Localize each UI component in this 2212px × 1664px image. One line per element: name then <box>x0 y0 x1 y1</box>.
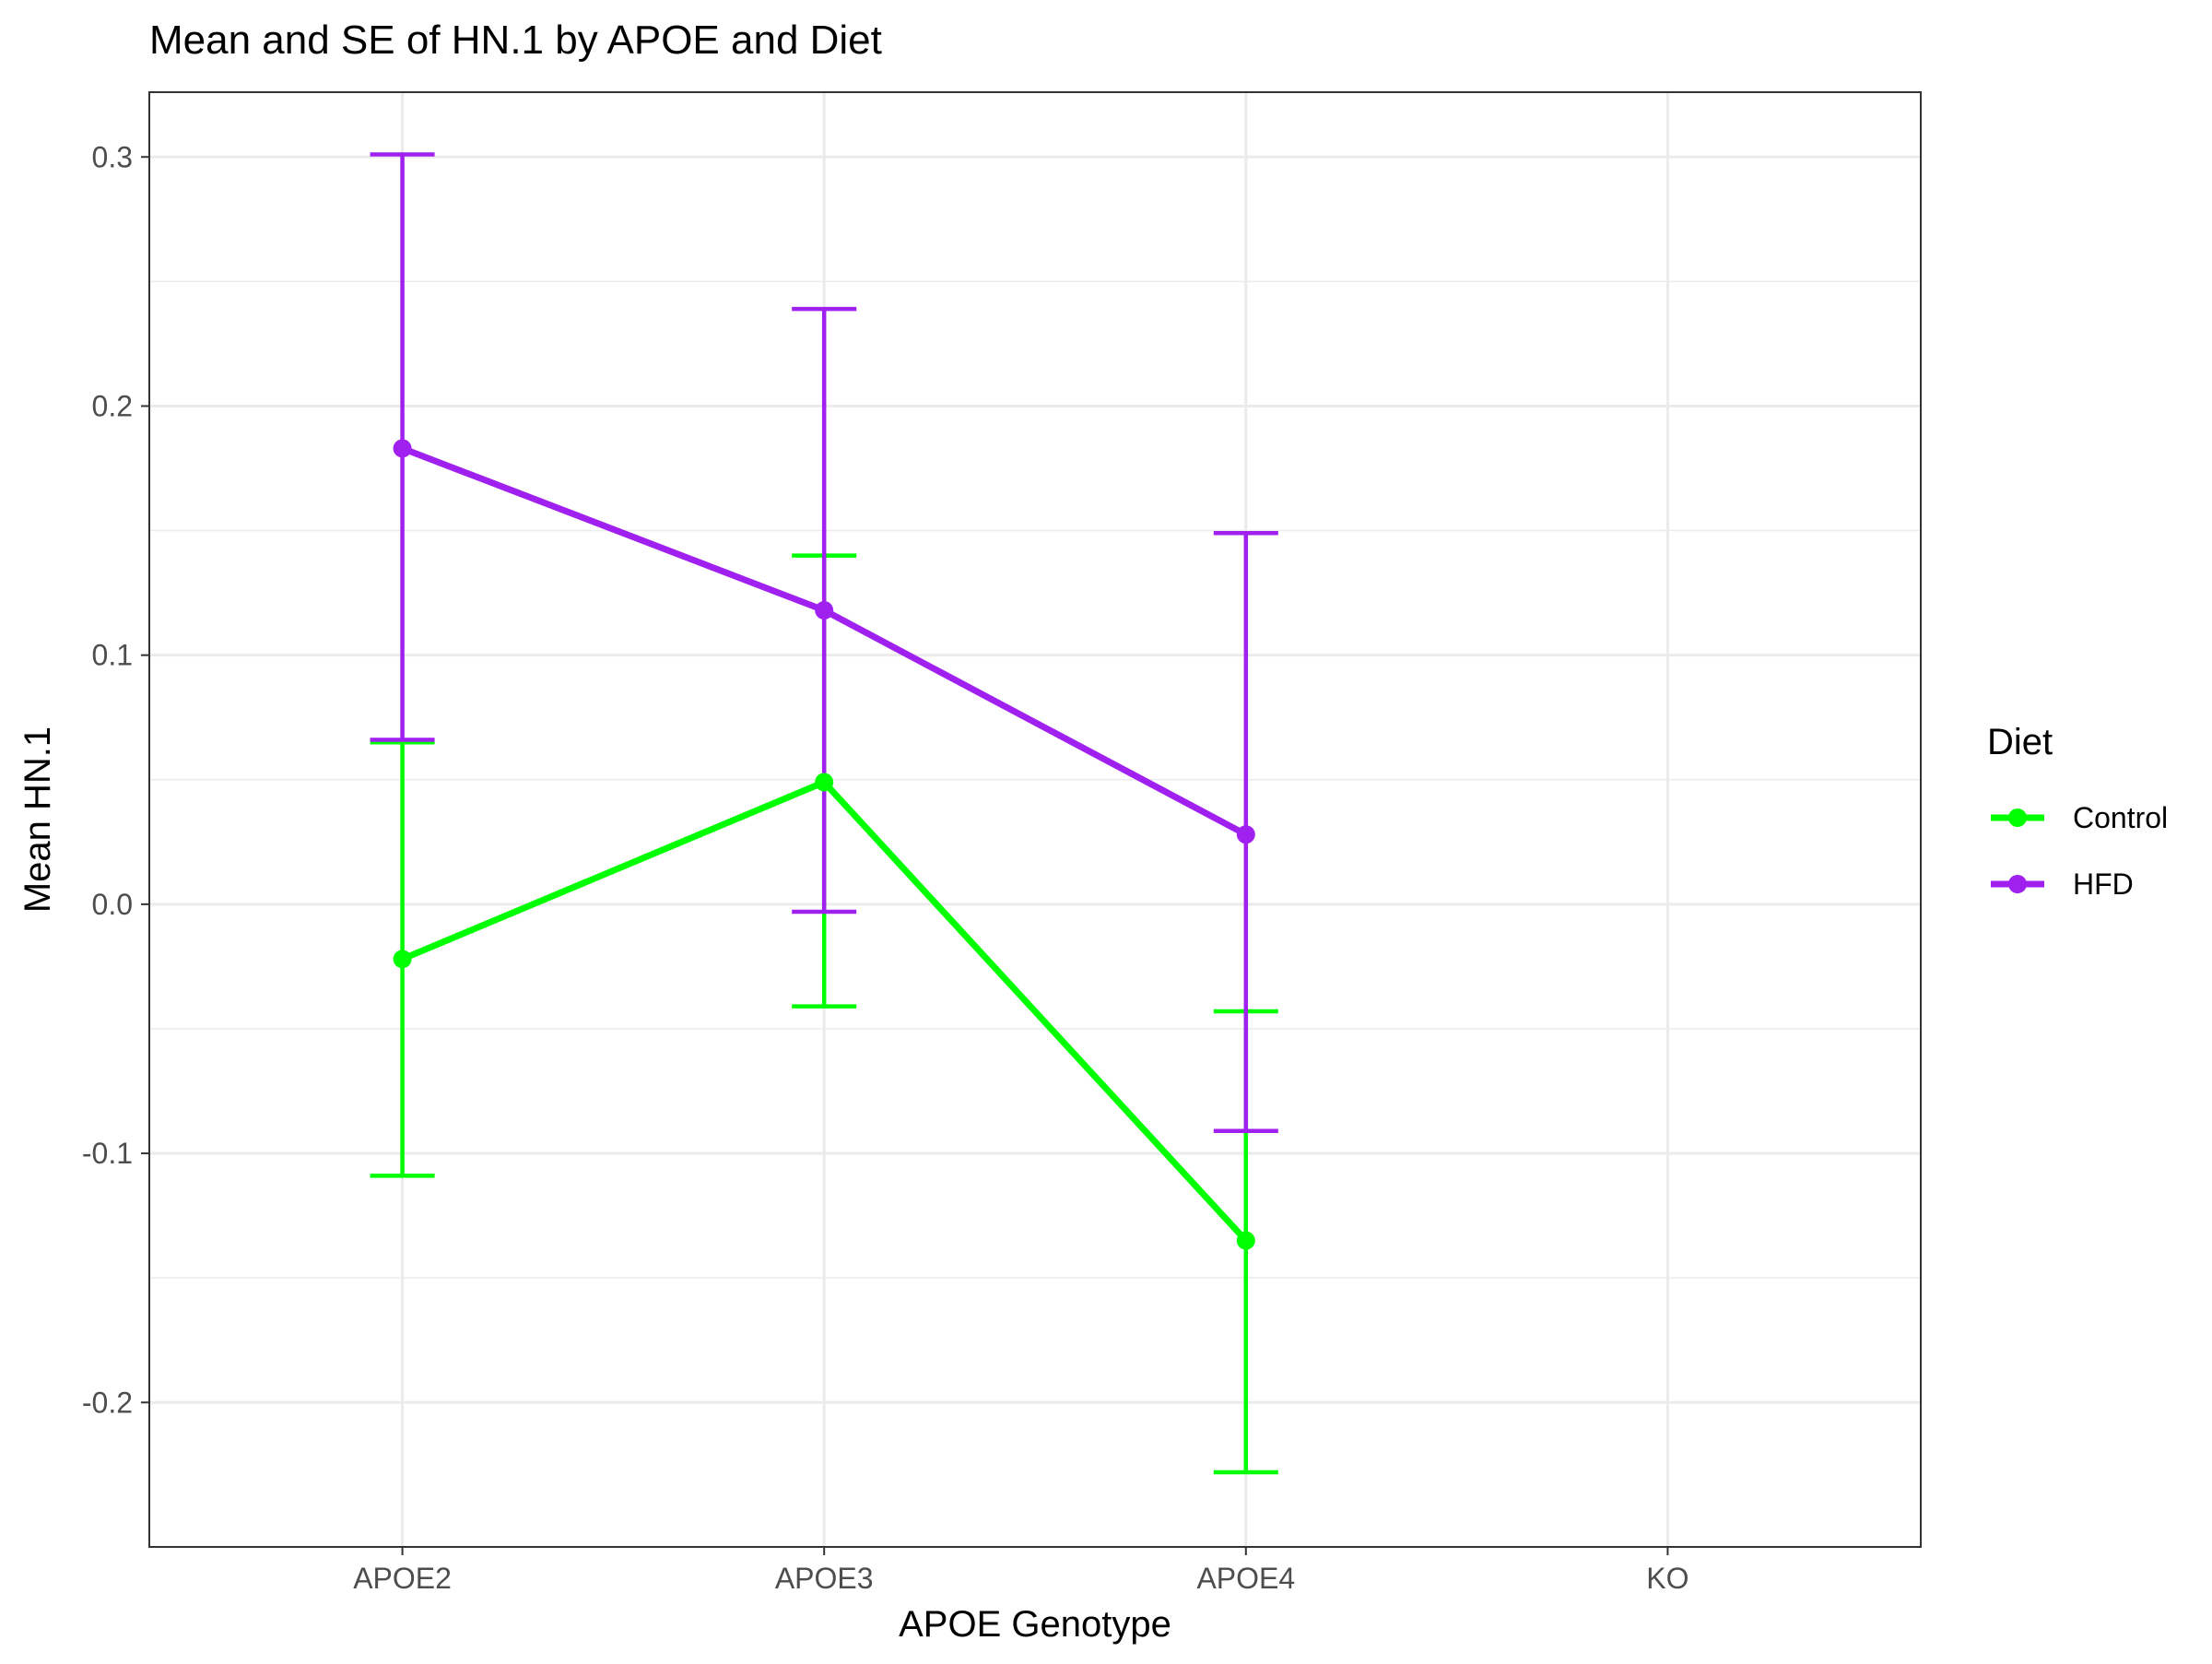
control-data-point <box>393 950 412 969</box>
legend-key-point <box>2008 875 2027 893</box>
x-tick-label: APOE2 <box>353 1562 452 1595</box>
legend-item-hfd: HFD <box>1991 867 2134 901</box>
legend: Diet Control HFD <box>1987 722 2168 901</box>
y-tick-label: 0.0 <box>92 888 133 921</box>
legend-items: Control HFD <box>1991 801 2168 901</box>
y-tick-label: 0.3 <box>92 140 133 173</box>
legend-label: Control <box>2073 801 2168 834</box>
data-points <box>393 439 1255 1250</box>
x-tick-label: APOE4 <box>1196 1562 1295 1595</box>
plot-panel-border <box>148 91 1922 1548</box>
legend-item-control: Control <box>1991 801 2168 834</box>
hfd-data-point <box>815 601 834 620</box>
x-tick-label: KO <box>1646 1562 1688 1595</box>
y-tick-label: -0.2 <box>82 1386 133 1419</box>
y-axis-title: Mean HN.1 <box>18 726 58 913</box>
legend-key-point <box>2008 808 2027 827</box>
hfd-data-point <box>1236 825 1255 844</box>
y-tick-label: 0.2 <box>92 389 133 422</box>
legend-title: Diet <box>1987 722 2053 762</box>
control-data-point <box>1236 1231 1255 1250</box>
chart-title: Mean and SE of HN.1 by APOE and Diet <box>149 18 882 63</box>
x-tick-label: APOE3 <box>775 1562 874 1595</box>
legend-label: HFD <box>2073 867 2134 901</box>
control-data-point <box>815 773 834 792</box>
x-axis-ticks: APOE2 APOE3 APOE4 KO <box>353 1547 1689 1595</box>
x-axis-title: APOE Genotype <box>899 1604 1171 1645</box>
y-axis-ticks: -0.2 -0.1 0.0 0.1 0.2 0.3 <box>82 140 149 1419</box>
hfd-data-point <box>393 439 412 458</box>
y-tick-label: -0.1 <box>82 1137 133 1170</box>
y-tick-label: 0.1 <box>92 639 133 672</box>
